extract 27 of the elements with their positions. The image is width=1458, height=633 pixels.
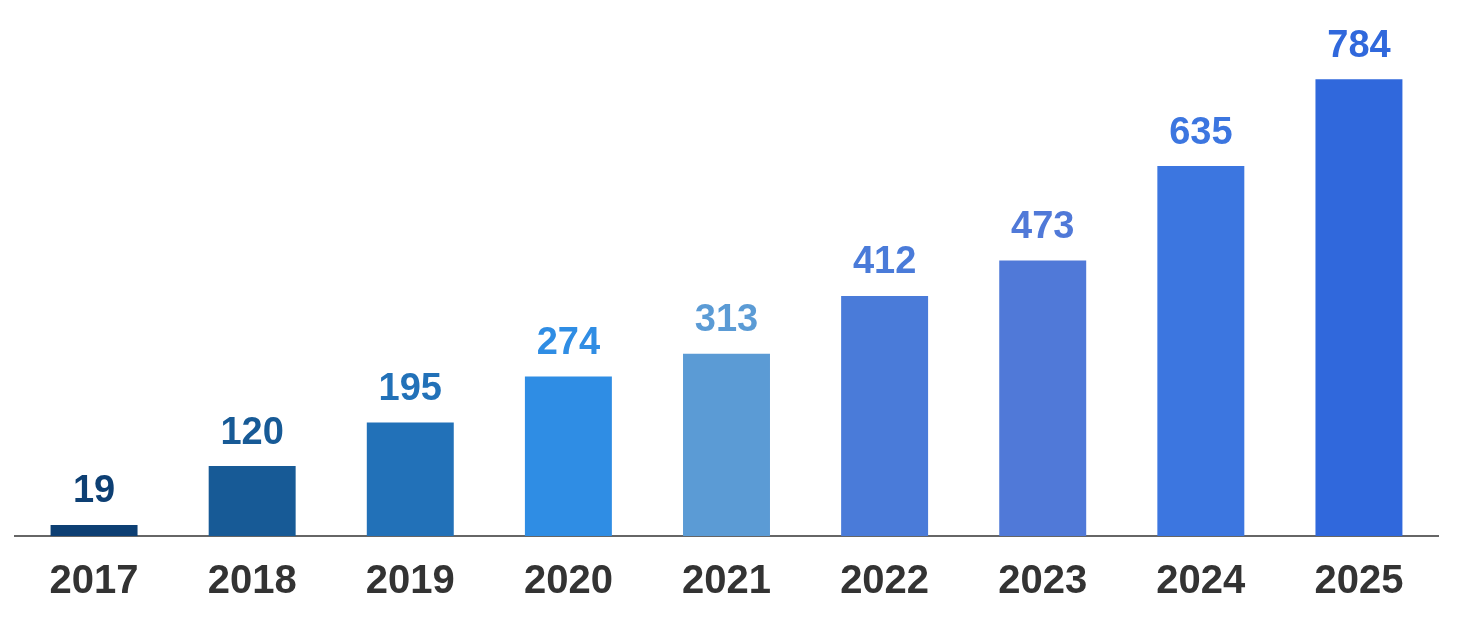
x-tick-label: 2017 [49, 557, 139, 602]
x-tick-label: 2019 [365, 557, 455, 602]
x-tick-label: 2023 [998, 557, 1088, 602]
data-label: 313 [694, 297, 759, 340]
bar [208, 466, 296, 536]
x-tick-label: 2024 [1156, 557, 1247, 602]
bar [524, 376, 612, 536]
data-label: 274 [536, 319, 601, 362]
data-label: 195 [378, 365, 442, 408]
bar [999, 260, 1087, 536]
data-label: 784 [1327, 22, 1391, 65]
bar [366, 422, 454, 536]
data-label: 473 [1011, 203, 1075, 246]
bar [50, 524, 138, 536]
data-label: 120 [220, 409, 284, 452]
x-tick-label: 2018 [207, 557, 297, 602]
x-tick-label: 2021 [682, 557, 771, 602]
x-tick-label: 2020 [523, 557, 613, 602]
bar [683, 353, 770, 536]
bar [841, 296, 929, 536]
x-tick-label: 2025 [1314, 557, 1404, 602]
data-label: 635 [1169, 109, 1233, 152]
data-label: 19 [72, 468, 116, 511]
bar [1315, 79, 1403, 536]
data-label: 412 [852, 239, 917, 282]
bar [1157, 166, 1245, 536]
x-tick-label: 2022 [840, 557, 930, 602]
